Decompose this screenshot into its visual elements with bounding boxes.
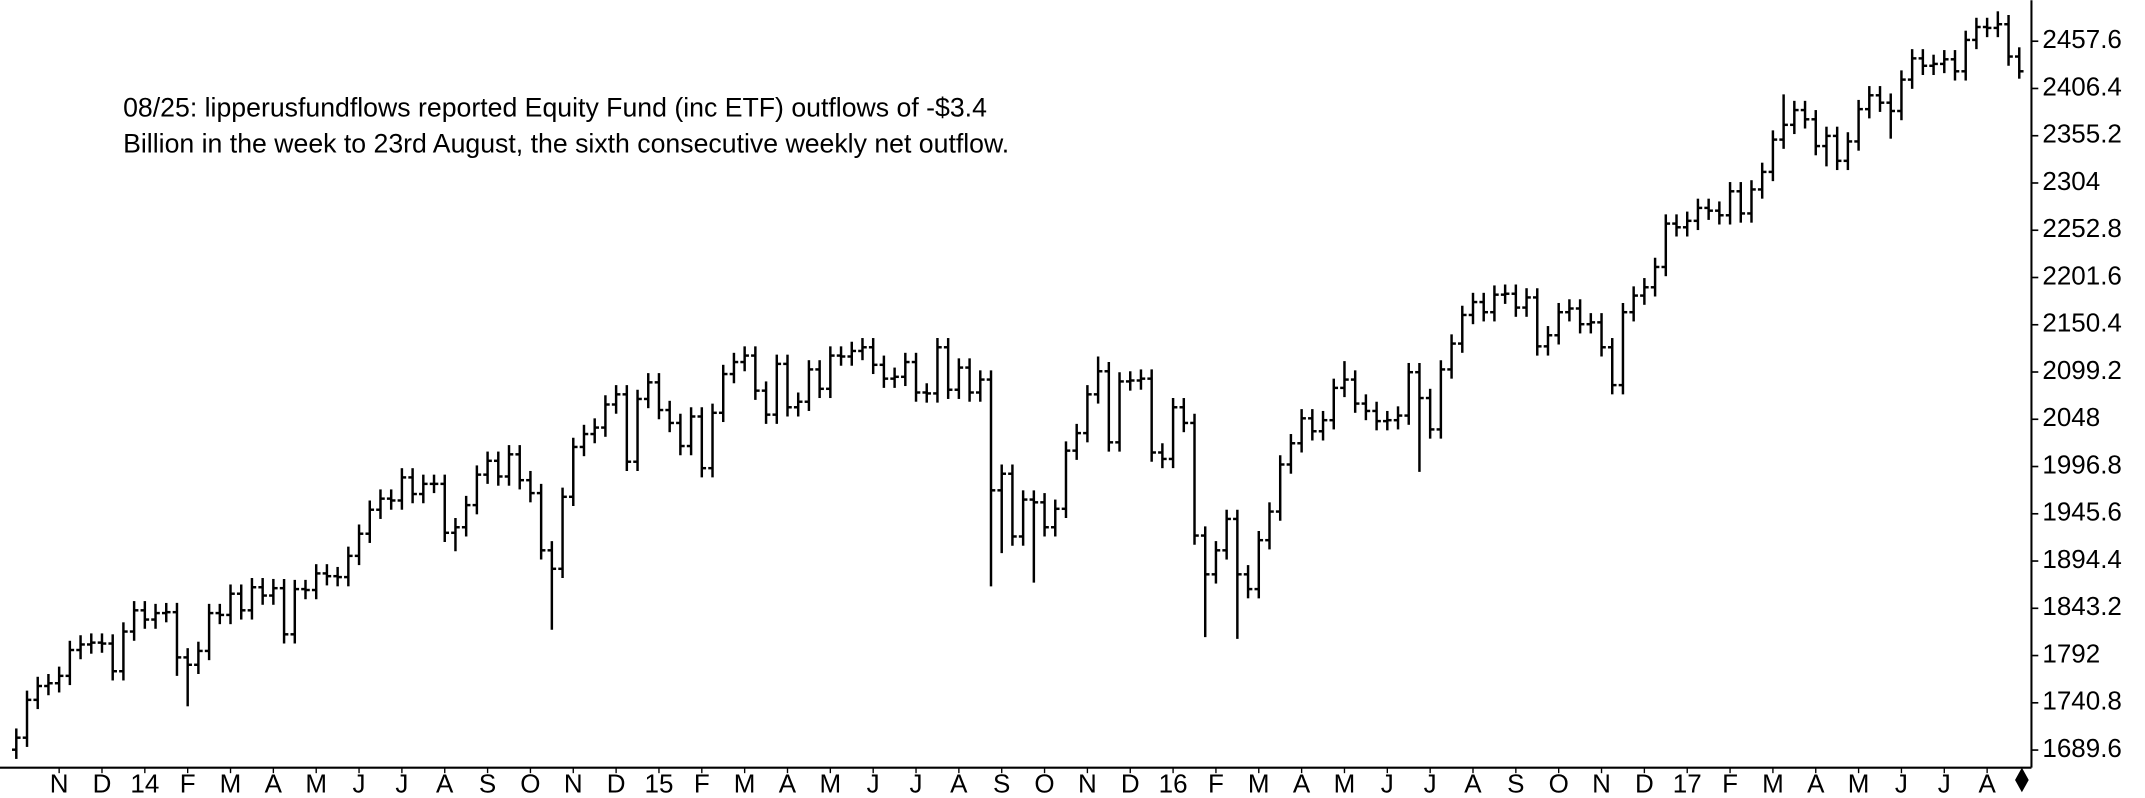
- x-tick-label: D: [1121, 768, 1140, 798]
- x-tick-label: A: [436, 768, 454, 798]
- x-tick-label: J: [1938, 768, 1951, 798]
- x-tick-label: J: [910, 768, 923, 798]
- y-tick-label: 2048: [2042, 402, 2100, 432]
- x-tick-label: J: [353, 768, 366, 798]
- x-tick-label: F: [1208, 768, 1224, 798]
- x-tick-label: S: [479, 768, 496, 798]
- x-tick-label: J: [1381, 768, 1394, 798]
- annotation: 08/25: lipperusfundflows reported Equity…: [123, 93, 987, 123]
- x-tick-label: A: [1807, 768, 1825, 798]
- x-tick-label: A: [1978, 768, 1996, 798]
- x-tick-label: M: [1248, 768, 1270, 798]
- x-tick-label: D: [1635, 768, 1654, 798]
- x-tick-label: J: [395, 768, 408, 798]
- x-tick-label: A: [1464, 768, 1482, 798]
- current-marker: [2015, 767, 2029, 793]
- x-tick-label: F: [180, 768, 196, 798]
- x-tick-label: A: [950, 768, 968, 798]
- x-tick-label: M: [305, 768, 327, 798]
- x-tick-label: A: [265, 768, 283, 798]
- x-tick-label: F: [694, 768, 710, 798]
- x-tick-label: S: [993, 768, 1010, 798]
- x-tick-label: M: [1848, 768, 1870, 798]
- x-tick-label: 16: [1159, 768, 1188, 798]
- y-tick-label: 2201.6: [2042, 260, 2121, 290]
- x-tick-label: O: [1034, 768, 1054, 798]
- x-tick-label: M: [820, 768, 842, 798]
- y-tick-label: 1894.4: [2042, 544, 2121, 574]
- y-tick-label: 1792: [2042, 638, 2100, 668]
- x-tick-label: M: [220, 768, 242, 798]
- x-tick-label: N: [1592, 768, 1611, 798]
- x-tick-label: A: [779, 768, 797, 798]
- x-tick-label: O: [520, 768, 540, 798]
- x-tick-label: M: [1762, 768, 1784, 798]
- x-tick-label: 17: [1673, 768, 1702, 798]
- x-tick-label: J: [1895, 768, 1908, 798]
- x-tick-label: N: [50, 768, 69, 798]
- y-tick-label: 1843.2: [2042, 591, 2121, 621]
- x-tick-label: D: [607, 768, 626, 798]
- x-tick-label: A: [1293, 768, 1311, 798]
- x-tick-label: N: [564, 768, 583, 798]
- y-tick-label: 1996.8: [2042, 449, 2121, 479]
- y-tick-label: 2099.2: [2042, 355, 2121, 385]
- x-tick-label: N: [1078, 768, 1097, 798]
- y-tick-label: 1740.8: [2042, 686, 2121, 716]
- x-tick-label: M: [1334, 768, 1356, 798]
- x-tick-label: 14: [130, 768, 159, 798]
- x-tick-label: S: [1507, 768, 1524, 798]
- x-tick-label: F: [1722, 768, 1738, 798]
- x-tick-label: M: [734, 768, 756, 798]
- y-tick-label: 2252.8: [2042, 213, 2121, 243]
- annotation: Billion in the week to 23rd August, the …: [123, 128, 1009, 158]
- y-tick-label: 2406.4: [2042, 71, 2121, 101]
- y-tick-label: 2355.2: [2042, 119, 2121, 149]
- y-tick-label: 2150.4: [2042, 308, 2121, 338]
- y-tick-label: 2457.6: [2042, 24, 2121, 54]
- x-tick-label: J: [867, 768, 880, 798]
- x-tick-label: J: [1424, 768, 1437, 798]
- y-tick-label: 1945.6: [2042, 497, 2121, 527]
- x-tick-label: D: [93, 768, 112, 798]
- x-tick-label: 15: [645, 768, 674, 798]
- x-tick-label: O: [1549, 768, 1569, 798]
- y-tick-label: 1689.6: [2042, 733, 2121, 763]
- y-tick-label: 2304: [2042, 166, 2100, 196]
